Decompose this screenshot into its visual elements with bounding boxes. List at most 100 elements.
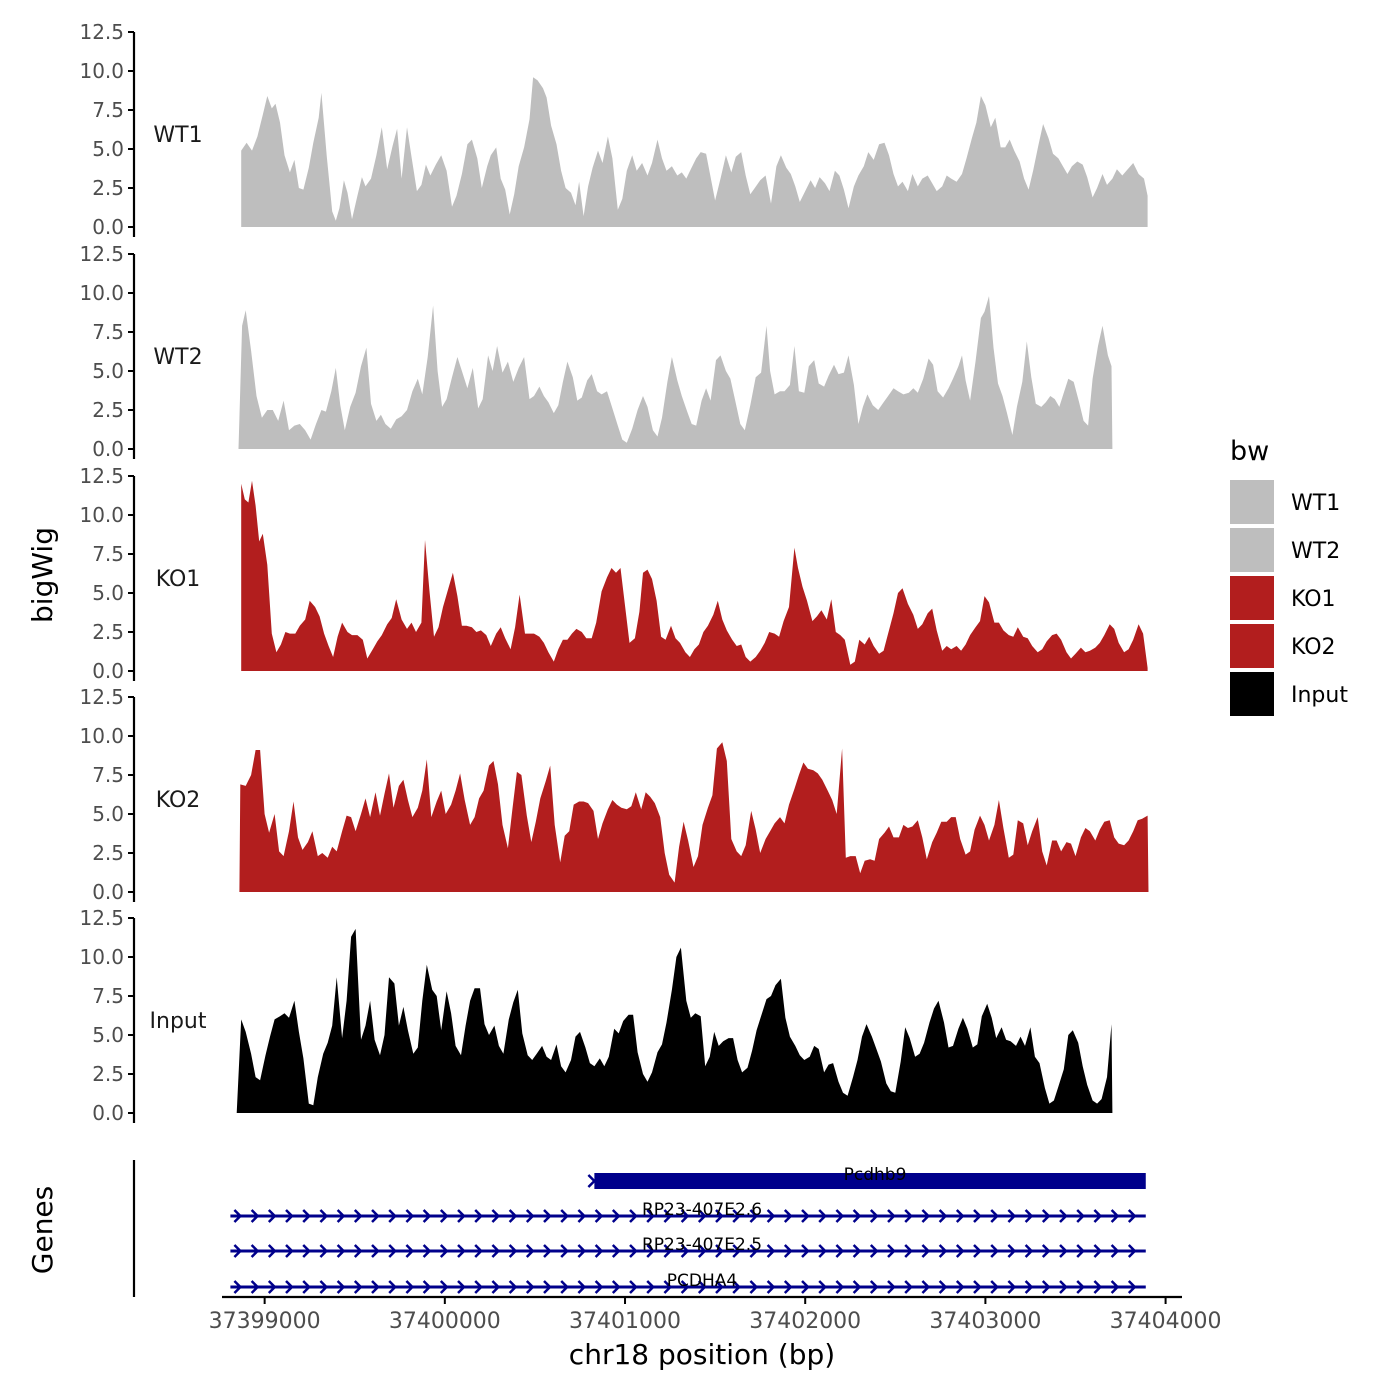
strand-arrow xyxy=(1110,1244,1120,1258)
strand-arrow xyxy=(732,1209,741,1223)
strand-arrow xyxy=(302,1209,311,1223)
strand-arrow xyxy=(629,1280,638,1294)
strand-arrow xyxy=(835,1280,845,1294)
strand-arrow xyxy=(680,1209,690,1223)
strand-arrow xyxy=(1041,1244,1051,1258)
gene-label: RP23-407E2.6 xyxy=(642,1200,762,1220)
strand-arrow xyxy=(1076,1209,1085,1223)
strand-arrow xyxy=(766,1280,776,1294)
signal-area-input xyxy=(236,928,1113,1113)
strand-arrow xyxy=(353,1244,363,1258)
strand-arrow xyxy=(336,1244,346,1258)
track-wt1: 0.0 2.5 5.0 7.5 10.0 12.5 WT1 xyxy=(79,20,1148,239)
strand-arrow xyxy=(491,1244,501,1258)
y-tick-label: 12.5 xyxy=(79,242,124,266)
legend-swatch-ko2 xyxy=(1230,624,1274,668)
strand-arrow xyxy=(938,1209,948,1223)
strand-arrow xyxy=(525,1280,535,1294)
strand-arrow xyxy=(697,1244,707,1258)
strand-arrow xyxy=(801,1244,810,1258)
strand-arrow xyxy=(629,1244,638,1258)
strand-arrow xyxy=(1024,1209,1034,1223)
y-tick-label: 0.0 xyxy=(92,880,124,904)
gene-rp23-407e2.6: RP23-407E2.6 xyxy=(230,1200,1146,1223)
strand-arrow xyxy=(973,1244,982,1258)
legend-label-wt1: WT1 xyxy=(1291,491,1340,516)
strand-arrow xyxy=(1024,1244,1034,1258)
strand-arrow xyxy=(1110,1280,1120,1294)
y-tick-label: 5.0 xyxy=(92,802,124,826)
strand-arrow xyxy=(990,1280,999,1294)
strand-arrow xyxy=(1076,1280,1085,1294)
strand-arrow xyxy=(955,1209,965,1223)
strand-arrow xyxy=(353,1209,363,1223)
strand-arrow xyxy=(474,1244,483,1258)
strand-arrow xyxy=(680,1244,690,1258)
y-tick-label: 7.5 xyxy=(92,984,124,1008)
legend: bw WT1 WT2 KO1 KO2 Input xyxy=(1230,436,1348,716)
track-label-input: Input xyxy=(150,1009,207,1034)
strand-arrow xyxy=(715,1209,724,1223)
strand-arrow xyxy=(783,1244,793,1258)
y-tick-label: 2.5 xyxy=(92,176,124,200)
strand-arrow xyxy=(491,1280,501,1294)
strand-arrow xyxy=(818,1209,827,1223)
y-tick-label: 0.0 xyxy=(92,215,124,239)
y-tick-label: 12.5 xyxy=(79,20,124,44)
strand-arrow xyxy=(250,1280,260,1294)
x-axis: 37399000 37400000 37401000 37402000 37403000… xyxy=(209,1295,1222,1334)
strand-arrow xyxy=(818,1280,827,1294)
strand-arrow xyxy=(388,1280,397,1294)
strand-arrow xyxy=(1110,1209,1120,1223)
strand-arrow xyxy=(543,1244,552,1258)
strand-arrow xyxy=(646,1244,655,1258)
strand-arrow xyxy=(422,1244,432,1258)
strand-arrow xyxy=(646,1209,655,1223)
strand-arrow xyxy=(587,1174,597,1188)
strand-arrow xyxy=(491,1209,501,1223)
legend-swatch-ko1 xyxy=(1230,576,1274,620)
strand-arrow xyxy=(697,1209,707,1223)
gene-label: RP23-407E2.5 xyxy=(642,1235,762,1255)
gene-label: PCDHA4 xyxy=(667,1271,737,1291)
strand-arrow xyxy=(715,1244,724,1258)
strand-arrow xyxy=(801,1280,810,1294)
strand-arrow xyxy=(474,1209,483,1223)
x-tick-label: 37403000 xyxy=(929,1309,1041,1334)
strand-arrow xyxy=(955,1280,965,1294)
strand-arrow xyxy=(732,1244,741,1258)
strand-arrow xyxy=(543,1280,552,1294)
strand-arrow xyxy=(680,1280,690,1294)
strand-arrow xyxy=(783,1209,793,1223)
strand-arrow xyxy=(852,1209,862,1223)
strand-arrow xyxy=(1127,1280,1137,1294)
genes-panel: Pcdhb9 RP23-407E2.6 RP23-407E2.5 PCDHA4 xyxy=(132,1160,1146,1297)
strand-arrow xyxy=(955,1244,965,1258)
strand-arrow xyxy=(508,1244,518,1258)
strand-arrow xyxy=(319,1280,329,1294)
strand-arrow xyxy=(921,1280,931,1294)
strand-arrow xyxy=(904,1244,913,1258)
legend-label-input: Input xyxy=(1291,683,1348,708)
y-tick-label: 5.0 xyxy=(92,1023,124,1047)
strand-arrow xyxy=(904,1209,913,1223)
y-tick-label: 12.5 xyxy=(79,685,124,709)
strand-arrow xyxy=(852,1280,862,1294)
strand-arrow xyxy=(887,1209,896,1223)
strand-arrow xyxy=(1024,1280,1034,1294)
strand-arrow xyxy=(250,1244,260,1258)
legend-title: bw xyxy=(1230,436,1269,467)
y-tick-label: 2.5 xyxy=(92,620,124,644)
strand-arrow xyxy=(766,1244,776,1258)
x-tick-label: 37402000 xyxy=(749,1309,861,1334)
strand-arrow xyxy=(405,1280,415,1294)
strand-arrow xyxy=(749,1209,759,1223)
strand-arrow xyxy=(422,1209,432,1223)
track-wt2: 0.0 2.5 5.0 7.5 10.0 12.5 WT2 xyxy=(79,242,1113,461)
strand-arrow xyxy=(457,1280,466,1294)
strand-arrow xyxy=(869,1209,879,1223)
track-input: 0.0 2.5 5.0 7.5 10.0 12.5 Input xyxy=(79,906,1113,1125)
strand-arrow xyxy=(594,1209,604,1223)
signal-area-wt2 xyxy=(238,296,1113,449)
strand-arrow xyxy=(1093,1209,1103,1223)
